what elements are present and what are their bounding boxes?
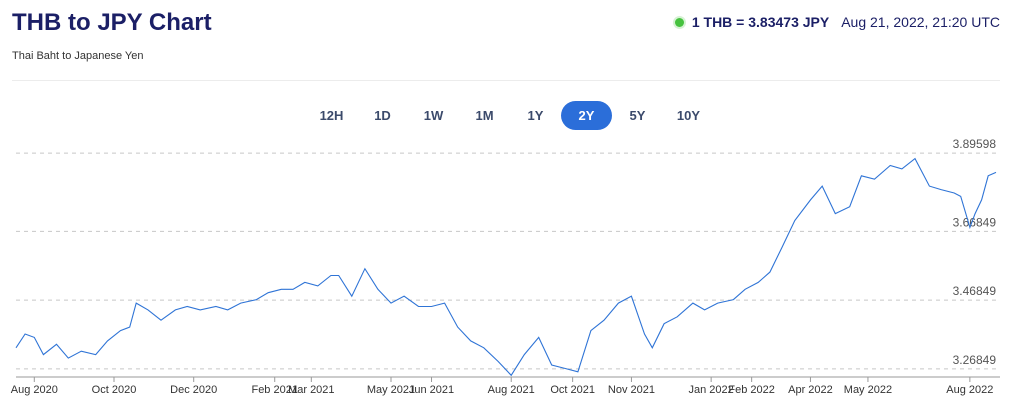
y-tick-label: 3.66849 xyxy=(953,215,997,229)
x-tick-label: Aug 2020 xyxy=(11,384,58,396)
x-tick-label: Aug 2021 xyxy=(488,384,535,396)
header-divider xyxy=(12,80,1000,81)
x-tick-label: Dec 2020 xyxy=(170,384,217,396)
range-button-1y[interactable]: 1Y xyxy=(527,108,544,123)
x-tick-label: Feb 2022 xyxy=(728,384,774,396)
rate-value: 1 THB = 3.83473 JPY xyxy=(691,14,830,30)
range-button-12h[interactable]: 12H xyxy=(319,108,344,123)
x-tick-label: Mar 2021 xyxy=(288,384,334,396)
rate-timestamp: Aug 21, 2022, 21:20 UTC xyxy=(841,14,1000,30)
page-title: THB to JPY Chart xyxy=(12,9,212,36)
x-tick-label: Oct 2020 xyxy=(92,384,137,396)
x-tick-label: Jun 2021 xyxy=(409,384,454,396)
x-tick-label: Nov 2021 xyxy=(608,384,655,396)
x-tick-label: May 2021 xyxy=(367,384,415,396)
page-subtitle: Thai Baht to Japanese Yen xyxy=(12,50,144,62)
x-tick-label: Feb 2021 xyxy=(251,384,297,396)
range-button-5y[interactable]: 5Y xyxy=(629,108,646,123)
y-tick-label: 3.26849 xyxy=(953,353,997,367)
x-tick-label: Oct 2021 xyxy=(550,384,595,396)
y-tick-label: 3.89598 xyxy=(953,137,997,151)
series-line xyxy=(15,157,997,377)
current-rate: 1 THB = 3.83473 JPY Aug 21, 2022, 21:20 … xyxy=(674,14,1000,30)
x-tick-label: Aug 2022 xyxy=(946,384,993,396)
x-tick-label: Jan 2022 xyxy=(689,384,734,396)
x-tick-label: May 2022 xyxy=(844,384,892,396)
live-status-dot-icon xyxy=(674,17,684,27)
range-button-1m[interactable]: 1M xyxy=(475,108,494,123)
y-tick-label: 3.46849 xyxy=(953,284,997,298)
time-range-selector: 12H 1D 1W 1M 1Y 2Y 5Y 10Y xyxy=(306,101,714,130)
range-button-1w[interactable]: 1W xyxy=(423,108,444,123)
range-button-1d[interactable]: 1D xyxy=(374,108,391,123)
range-button-2y[interactable]: 2Y xyxy=(561,101,612,130)
x-tick-label: Apr 2022 xyxy=(788,384,833,396)
range-button-10y[interactable]: 10Y xyxy=(676,108,701,123)
